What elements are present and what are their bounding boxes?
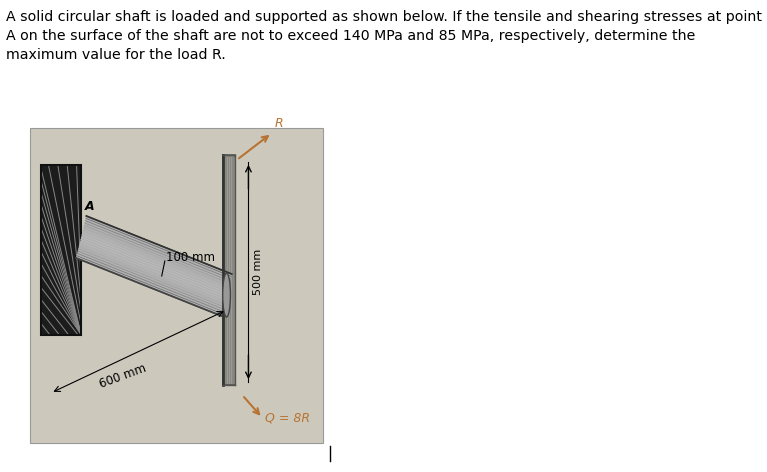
- Bar: [41, 165, 81, 335]
- Text: 500 mm: 500 mm: [253, 249, 263, 295]
- Text: A on the surface of the shaft are not to exceed 140 MPa and 85 MPa, respectively: A on the surface of the shaft are not to…: [6, 29, 696, 43]
- Bar: [222, 155, 235, 385]
- Bar: [30, 128, 323, 443]
- Text: maximum value for the load R.: maximum value for the load R.: [6, 48, 226, 62]
- Text: 600 mm: 600 mm: [98, 362, 148, 391]
- Text: A solid circular shaft is loaded and supported as shown below. If the tensile an: A solid circular shaft is loaded and sup…: [6, 10, 762, 24]
- Ellipse shape: [222, 273, 230, 317]
- Text: Q = 8R: Q = 8R: [265, 412, 310, 424]
- Polygon shape: [76, 216, 232, 316]
- Text: A: A: [85, 200, 95, 213]
- Text: 100 mm: 100 mm: [166, 251, 215, 264]
- Text: R: R: [275, 117, 283, 130]
- Bar: [41, 165, 81, 335]
